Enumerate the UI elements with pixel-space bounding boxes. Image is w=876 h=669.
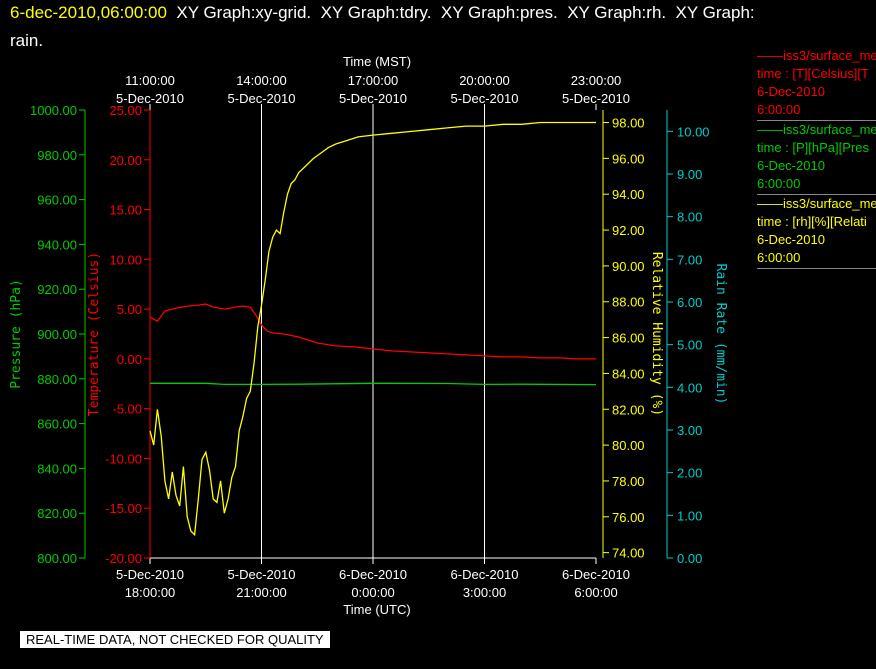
temperature-axis-title: Temperature (Celsius)	[87, 252, 102, 416]
temperature-tick-label: -20.00	[105, 551, 142, 566]
legend-variable: time : [rh][%][Relati	[757, 214, 867, 229]
rain-axis-title: Rain Rate (mm/min)	[713, 264, 728, 405]
graph-list: XY Graph:xy-grid. XY Graph:tdry. XY Grap…	[166, 3, 755, 22]
timestamp: 6-dec-2010,06:00:00	[10, 3, 167, 22]
temperature-tick-label: -15.00	[105, 501, 142, 516]
pressure-tick-label: 900.00	[37, 327, 77, 342]
humidity-tick-label: 88.00	[612, 295, 645, 310]
pressure-axis-title: Pressure (hPa)	[9, 279, 24, 389]
graph-title-line-2: rain.	[10, 31, 44, 50]
bottom-tick-label: 3:00:00	[463, 585, 506, 600]
humidity-tick-label: 80.00	[612, 438, 645, 453]
legend-time: 6:00:00	[757, 250, 801, 265]
humidity-tick-label: 90.00	[612, 259, 645, 274]
temperature-tick-label: -5.00	[112, 402, 142, 417]
legend-date: 6-Dec-2010	[757, 84, 825, 99]
pressure-series-line	[150, 382, 597, 386]
rain-tick-label: 8.00	[677, 210, 702, 225]
rain-tick-label: 9.00	[677, 167, 702, 182]
humidity-tick-label: 76.00	[612, 510, 645, 525]
pressure-tick-label: 960.00	[37, 193, 77, 208]
temperature-tick-label: 20.00	[109, 153, 142, 168]
pressure-tick-label: 820.00	[37, 506, 77, 521]
pressure-tick-label: 840.00	[37, 461, 77, 476]
temperature-tick-label: 25.00	[109, 103, 142, 118]
bottom-tick-label: 18:00:00	[125, 585, 176, 600]
temperature-tick-label: 15.00	[109, 203, 142, 218]
rain-tick-label: 3.00	[677, 423, 702, 438]
humidity-tick-label: 86.00	[612, 331, 645, 346]
legend-series-name: ——iss3/surface_me	[757, 48, 876, 63]
legend-time: 6:00:00	[757, 102, 801, 117]
top-tick-label: 23:00:00	[571, 73, 622, 88]
bottom-tick-label: 6-Dec-2010	[339, 567, 407, 582]
legend-separator	[757, 120, 876, 121]
pressure-tick-label: 940.00	[37, 237, 77, 252]
humidity-series-line	[149, 121, 596, 537]
pressure-tick-label: 1000.00	[30, 103, 77, 118]
top-tick-label: 17:00:00	[348, 73, 399, 88]
humidity-tick-label: 84.00	[612, 366, 645, 381]
bottom-tick-label: 5-Dec-2010	[116, 567, 184, 582]
legend-date: 6-Dec-2010	[757, 158, 825, 173]
humidity-tick-label: 82.00	[612, 402, 645, 417]
legend-series-name: ——iss3/surface_me	[757, 122, 876, 137]
rain-tick-label: 6.00	[677, 295, 702, 310]
top-tick-label: 5-Dec-2010	[116, 91, 184, 106]
bottom-tick-label: 5-Dec-2010	[228, 567, 296, 582]
humidity-axis-title: Relative Humidity (%)	[649, 252, 664, 416]
top-tick-label: 11:00:00	[125, 73, 175, 88]
graph-title-line-1: 6-dec-2010,06:00:00 XY Graph:xy-grid. XY…	[10, 3, 755, 23]
top-tick-label: 20:00:00	[459, 73, 510, 88]
pressure-tick-label: 980.00	[37, 148, 77, 163]
rain-tick-label: 4.00	[677, 380, 702, 395]
bottom-tick-label: 0:00:00	[351, 585, 394, 600]
bottom-axis-label: Time (UTC)	[343, 602, 410, 617]
bottom-tick-label: 6-Dec-2010	[562, 567, 630, 582]
quality-disclaimer: REAL-TIME DATA, NOT CHECKED FOR QUALITY	[20, 631, 330, 648]
top-tick-label: 5-Dec-2010	[339, 91, 407, 106]
legend-variable: time : [T][Celsius][T	[757, 66, 869, 81]
humidity-tick-label: 78.00	[612, 474, 645, 489]
legend-variable: time : [P][hPa][Pres	[757, 140, 869, 155]
bottom-tick-label: 6-Dec-2010	[451, 567, 519, 582]
top-tick-label: 5-Dec-2010	[562, 91, 630, 106]
pressure-tick-label: 920.00	[37, 282, 77, 297]
legend-separator	[757, 268, 876, 269]
rain-tick-label: 0.00	[677, 551, 702, 566]
temperature-tick-label: 0.00	[117, 352, 142, 367]
rain-tick-label: 7.00	[677, 252, 702, 267]
pressure-tick-label: 860.00	[37, 417, 77, 432]
humidity-tick-label: 92.00	[612, 223, 645, 238]
top-axis-label: Time (MST)	[343, 54, 411, 69]
humidity-tick-label: 94.00	[612, 187, 645, 202]
temperature-tick-label: 10.00	[109, 252, 142, 267]
humidity-tick-label: 74.00	[612, 546, 645, 561]
rain-tick-label: 2.00	[677, 466, 702, 481]
legend-time: 6:00:00	[757, 176, 801, 191]
rain-tick-label: 10.00	[677, 124, 710, 139]
rain-tick-label: 5.00	[677, 338, 702, 353]
top-tick-label: 14:00:00	[236, 73, 287, 88]
humidity-tick-label: 98.00	[612, 116, 645, 131]
bottom-tick-label: 6:00:00	[574, 585, 617, 600]
top-tick-label: 5-Dec-2010	[228, 91, 296, 106]
temperature-tick-label: 5.00	[117, 302, 142, 317]
temperature-series-line	[149, 303, 596, 360]
temperature-tick-label: -10.00	[105, 451, 142, 466]
rain-tick-label: 1.00	[677, 508, 702, 523]
legend-series-name: ——iss3/surface_me	[757, 196, 876, 211]
legend-date: 6-Dec-2010	[757, 232, 825, 247]
legend-separator	[757, 194, 876, 195]
top-tick-label: 5-Dec-2010	[451, 91, 519, 106]
pressure-tick-label: 800.00	[37, 551, 77, 566]
bottom-tick-label: 21:00:00	[236, 585, 287, 600]
humidity-tick-label: 96.00	[612, 151, 645, 166]
pressure-tick-label: 880.00	[37, 372, 77, 387]
